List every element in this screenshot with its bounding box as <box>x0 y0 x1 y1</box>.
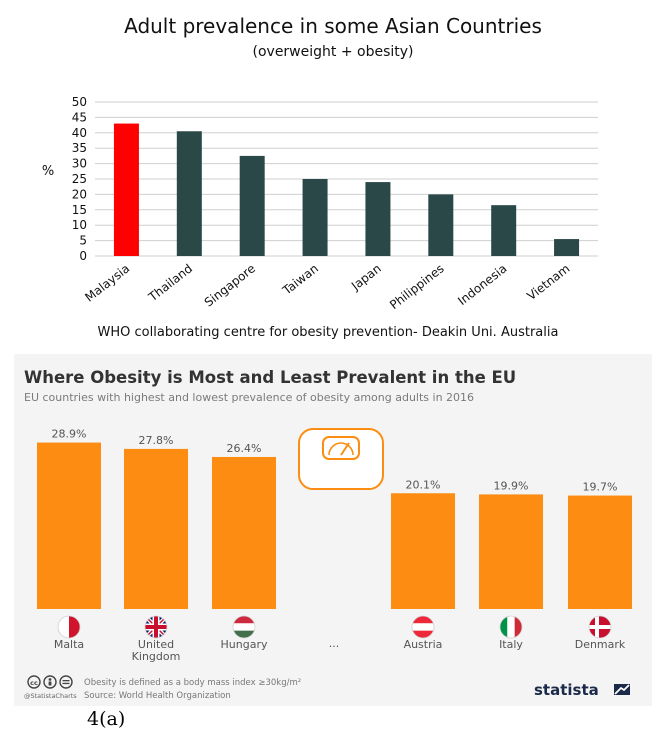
eu-bar-malta <box>37 442 101 609</box>
eu-bar-italy <box>479 494 543 609</box>
license-icons: cc <box>27 675 73 689</box>
asia-x-label-singapore: Singapore <box>202 261 258 309</box>
eu-country-label-italy: Italy <box>499 638 523 651</box>
asia-bar-indonesia <box>491 205 517 256</box>
by-icon <box>43 675 57 689</box>
uk-flag-icon <box>144 615 168 639</box>
eu-value-label-denmark: 19.7% <box>583 481 618 494</box>
eu-value-label-italy: 19.9% <box>494 479 529 492</box>
asia-x-label-japan: Japan <box>348 261 384 293</box>
asia-y-tick-label: 15 <box>72 203 87 217</box>
asia-y-tick-label: 30 <box>72 157 87 171</box>
italy-flag-icon <box>499 615 523 639</box>
statista-logo-text: statista <box>534 681 599 699</box>
asia-bar-vietnam <box>554 239 580 256</box>
asia-y-tick-label: 40 <box>72 126 87 140</box>
denmark-flag-icon <box>588 615 612 639</box>
asia-gridlines <box>95 101 598 257</box>
eu-value-label-hungary: 26.4% <box>227 442 262 455</box>
asia-y-tick-label: 50 <box>72 95 87 109</box>
asia-bars <box>113 123 580 256</box>
eu-value-label-malta: 28.9% <box>52 428 87 441</box>
eu-chart-subtitle: EU countries with highest and lowest pre… <box>24 391 474 404</box>
asia-x-label-vietnam: Vietnam <box>524 261 572 303</box>
asia-x-label-malaysia: Malaysia <box>82 261 132 304</box>
asia-x-label-taiwan: Taiwan <box>279 261 321 298</box>
asia-x-tick-labels: Malaysia Thailand Singapore Taiwan Japan Phil… <box>82 261 572 312</box>
hungary-flag-icon <box>232 615 256 639</box>
asia-chart-subtitle: (overweight + obesity) <box>253 44 414 60</box>
eu-country-label-austria: Austria <box>404 638 443 651</box>
eu-country-label-ellipsis: ... <box>329 637 340 650</box>
cc-icon <box>27 675 41 689</box>
malta-flag-icon <box>57 615 81 639</box>
eu-source-note: Source: World Health Organization <box>84 691 231 701</box>
asia-y-tick-label: 0 <box>79 249 87 263</box>
eu-obesity-chart: Where Obesity is Most and Least Prevalen… <box>24 368 632 701</box>
asia-y-tick-label: 25 <box>72 172 87 186</box>
nd-icon <box>59 675 73 689</box>
asia-bar-thailand <box>176 131 202 256</box>
eu-chart-title: Where Obesity is Most and Least Prevalen… <box>24 368 516 387</box>
asia-x-label-indonesia: Indonesia <box>455 261 509 308</box>
eu-bars <box>37 442 632 609</box>
eu-footnote: Obesity is defined as a body mass index … <box>84 678 301 688</box>
svg-text:cc: cc <box>30 679 38 687</box>
asia-bar-malaysia <box>113 123 139 256</box>
asia-x-label-philippines: Philippines <box>387 261 447 312</box>
eu-bar-austria <box>391 493 455 609</box>
asia-y-tick-label: 20 <box>72 187 87 201</box>
asia-chart-title: Adult prevalence in some Asian Countries <box>124 14 542 38</box>
eu-country-label-hungary: Hungary <box>221 638 268 651</box>
statista-logo-icon <box>614 684 630 695</box>
eu-value-label-united-kingdom: 27.8% <box>139 434 174 447</box>
eu-value-label-austria: 20.1% <box>406 478 441 491</box>
eu-flags <box>57 615 612 639</box>
eu-country-label-denmark: Denmark <box>575 638 626 651</box>
eu-bar-united-kingdom <box>124 448 188 609</box>
weighing-scale-icon <box>298 428 384 490</box>
asia-bar-philippines <box>428 194 454 256</box>
asia-y-tick-label: 5 <box>79 234 87 248</box>
asia-bar-singapore <box>239 155 265 256</box>
eu-country-label-united-kingdom: United Kingdom <box>132 638 181 663</box>
asia-y-tick-label: 10 <box>72 218 87 232</box>
asia-source-note: WHO collaborating centre for obesity pre… <box>98 325 559 340</box>
eu-country-labels: Malta United Kingdom Hungary... Austria Italy… <box>54 637 626 663</box>
figure-caption: 4(a) <box>87 708 126 730</box>
eu-bar-denmark <box>568 495 632 609</box>
eu-bar-hungary <box>212 456 276 609</box>
asia-y-tick-label: 45 <box>72 110 87 124</box>
eu-obesity-infographic: Where Obesity is Most and Least Prevalen… <box>14 354 652 706</box>
asia-y-tick-label: 35 <box>72 141 87 155</box>
asia-x-label-thailand: Thailand <box>145 261 195 304</box>
asia-bar-taiwan <box>302 179 328 256</box>
asia-prevalence-chart: Adult prevalence in some Asian Countries… <box>42 14 598 340</box>
asia-y-axis-label: % <box>42 164 54 179</box>
asia-bar-japan <box>365 182 391 256</box>
eu-country-label-malta: Malta <box>54 638 84 651</box>
eu-value-labels: 28.9% 27.8% 26.4% 20.1% 19.9% 19.7% <box>52 428 618 494</box>
statista-handle: @StatistaCharts <box>24 692 77 700</box>
austria-flag-icon <box>411 615 435 639</box>
